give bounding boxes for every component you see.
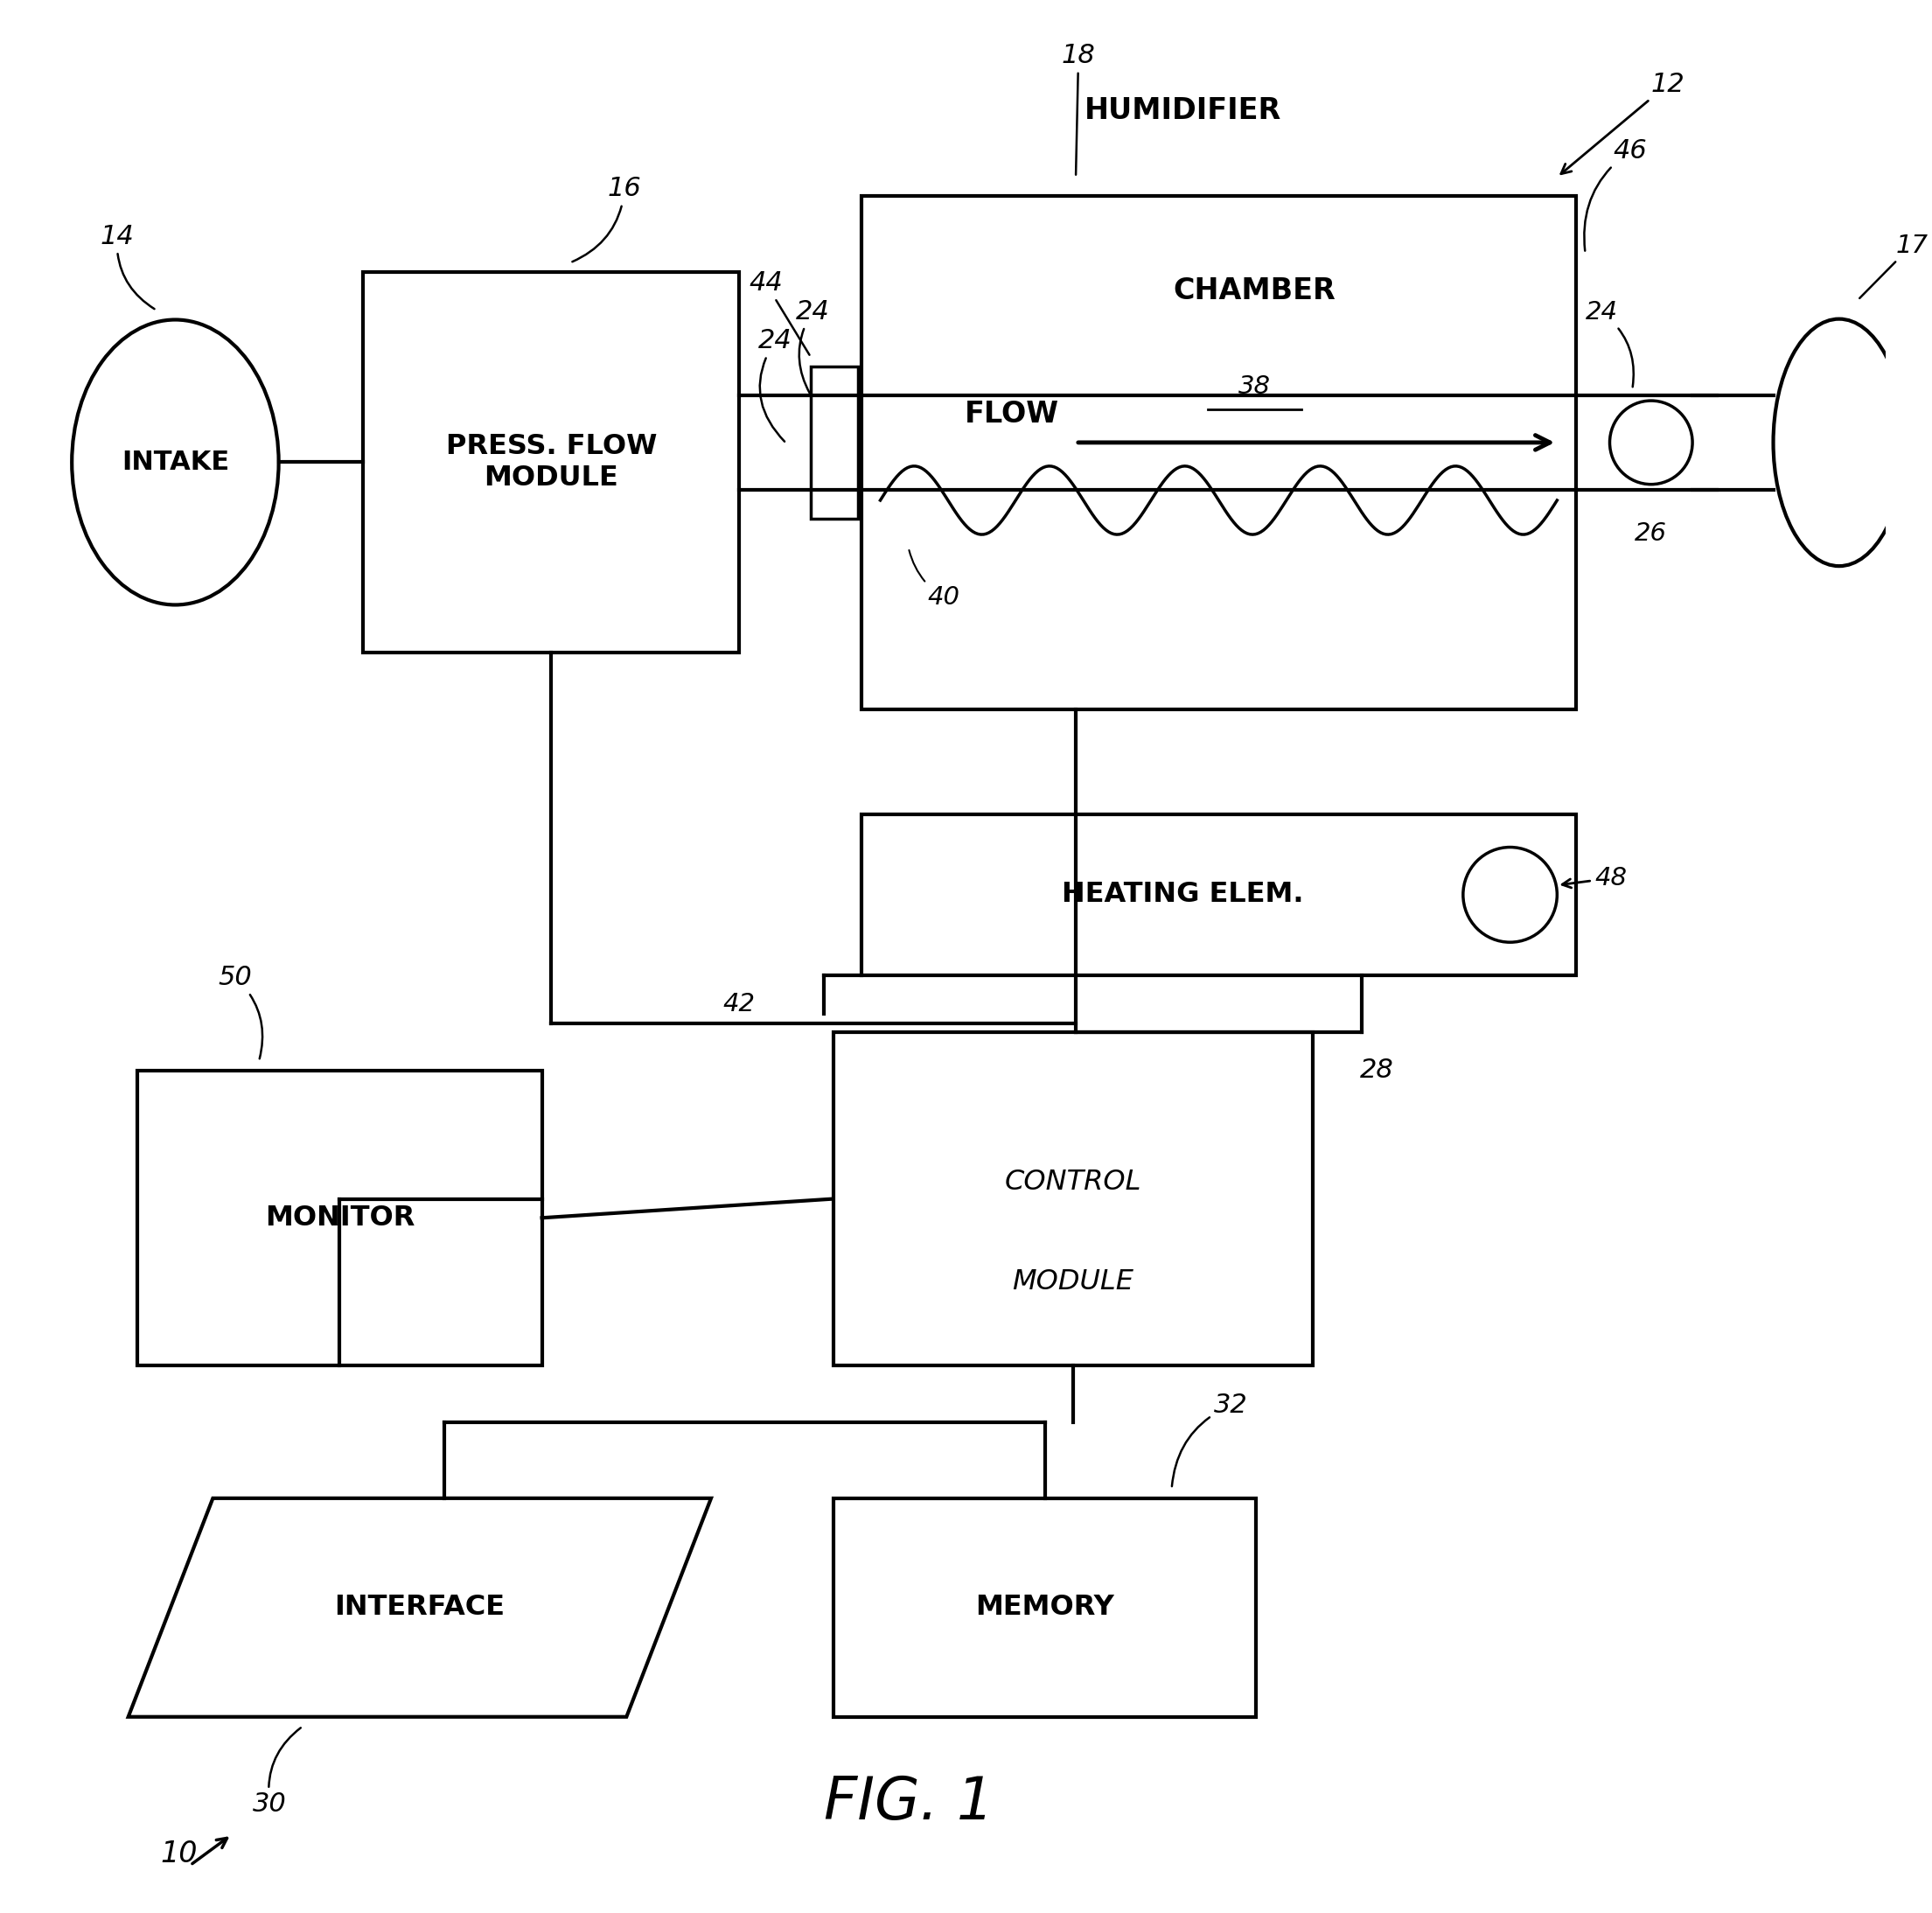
Text: MEMORY: MEMORY [976, 1594, 1115, 1620]
Text: 18: 18 [1061, 42, 1095, 174]
Text: FIG. 1: FIG. 1 [823, 1773, 993, 1831]
Text: 16: 16 [572, 176, 641, 262]
Text: 42: 42 [723, 991, 755, 1016]
Bar [862, 813, 1577, 976]
Text: 24: 24 [1586, 300, 1634, 386]
Text: 17: 17 [1861, 233, 1928, 298]
Text: 10: 10 [160, 1838, 197, 1869]
Text: CHAMBER: CHAMBER [1173, 277, 1335, 306]
Text: HUMIDIFIER: HUMIDIFIER [1084, 96, 1281, 124]
Text: PRESS. FLOW
MODULE: PRESS. FLOW MODULE [446, 432, 657, 492]
Text: 38: 38 [1238, 375, 1271, 398]
Text: 46: 46 [1584, 138, 1648, 251]
Text: 14: 14 [100, 224, 155, 308]
Text: MODULE: MODULE [1012, 1268, 1134, 1295]
Text: MONITOR: MONITOR [265, 1205, 415, 1232]
Text: 44: 44 [750, 270, 810, 356]
Text: 12: 12 [1561, 71, 1685, 174]
Text: CONTROL: CONTROL [1005, 1169, 1142, 1196]
Bar [137, 1071, 541, 1366]
Text: INTERFACE: INTERFACE [334, 1594, 504, 1620]
Text: 24: 24 [757, 329, 792, 442]
Text: HEATING ELEM.: HEATING ELEM. [1063, 882, 1304, 909]
Text: 28: 28 [1360, 1058, 1393, 1083]
Text: 26: 26 [1634, 522, 1667, 545]
Bar [833, 1498, 1256, 1716]
Bar [833, 1033, 1312, 1366]
Text: 24: 24 [796, 298, 829, 392]
Text: 40: 40 [910, 551, 960, 610]
Bar [862, 197, 1577, 710]
Text: 32: 32 [1173, 1393, 1248, 1486]
Text: INTAKE: INTAKE [122, 450, 230, 474]
Text: FLOW: FLOW [964, 400, 1059, 429]
Bar [363, 272, 740, 652]
Text: 30: 30 [253, 1727, 301, 1817]
Text: 48: 48 [1563, 867, 1627, 890]
Text: 50: 50 [218, 964, 263, 1058]
Bar [811, 367, 858, 518]
